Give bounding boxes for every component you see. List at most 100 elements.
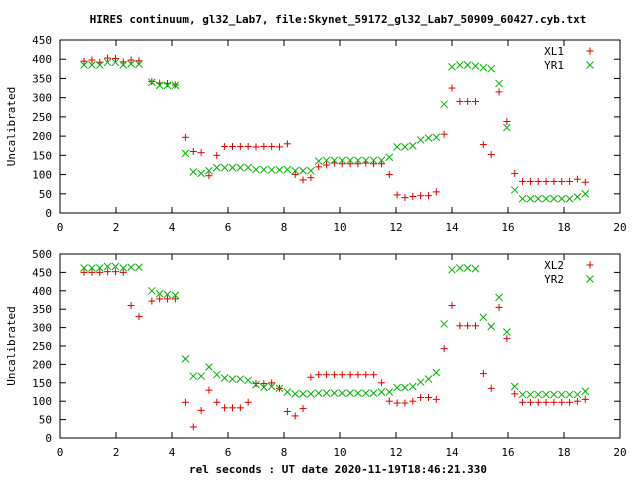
- data-point: [346, 156, 354, 165]
- x-tick-label: 4: [169, 446, 176, 459]
- data-point: [307, 373, 315, 381]
- data-point: [565, 390, 574, 399]
- data-point: [503, 123, 511, 132]
- data-point: [275, 384, 284, 393]
- data-point: [472, 98, 480, 106]
- data-point: [197, 406, 205, 414]
- data-point: [163, 290, 172, 299]
- data-point: [228, 142, 236, 150]
- x-tick-label: 0: [57, 221, 64, 234]
- data-point: [534, 194, 543, 203]
- plot-frame: [59, 39, 621, 214]
- data-point: [236, 375, 245, 383]
- data-point: [127, 263, 135, 272]
- data-point: [314, 389, 323, 397]
- data-point: [510, 186, 519, 194]
- data-point: [103, 262, 112, 271]
- y-tick-label: 350: [32, 303, 52, 316]
- data-point: [338, 389, 347, 397]
- data-point: [147, 286, 156, 295]
- data-point: [95, 61, 104, 69]
- data-point: [111, 58, 120, 67]
- data-point: [362, 371, 370, 379]
- data-point: [299, 405, 307, 413]
- data-point: [189, 168, 198, 176]
- data-point: [377, 379, 385, 387]
- data-point: [471, 62, 480, 70]
- data-point: [80, 57, 88, 65]
- data-point: [479, 141, 487, 149]
- data-point: [268, 142, 276, 150]
- data-point: [487, 322, 496, 331]
- data-point: [432, 395, 440, 403]
- data-point: [354, 371, 362, 379]
- data-point: [370, 371, 378, 379]
- data-point: [464, 98, 472, 106]
- data-point: [354, 389, 362, 397]
- data-point: [393, 143, 401, 151]
- top-panel: 0 2 4 6 8 10 12 14 16 18 2005010015020025030035040…: [5, 34, 627, 234]
- data-point: [519, 398, 527, 406]
- data-point: [377, 156, 386, 165]
- data-point: [228, 375, 237, 383]
- data-point: [103, 58, 112, 67]
- data-point: [80, 268, 88, 276]
- data-point: [119, 264, 128, 272]
- y-tick-label: 50: [39, 188, 52, 201]
- data-point: [455, 264, 464, 272]
- data-point: [479, 370, 487, 378]
- x-tick-label: 2: [113, 446, 120, 459]
- data-point: [307, 166, 315, 175]
- data-point: [252, 143, 260, 151]
- data-point: [299, 166, 307, 175]
- data-point: [267, 382, 276, 391]
- data-point: [346, 160, 354, 168]
- y-tick-label: 250: [32, 111, 52, 124]
- data-point: [573, 192, 582, 201]
- y-tick-label: 450: [32, 266, 52, 279]
- data-point: [565, 194, 574, 203]
- legend-marker: [586, 47, 594, 55]
- data-point: [550, 390, 558, 399]
- data-point: [393, 191, 401, 199]
- data-point: [370, 160, 378, 168]
- y-tick-label: 300: [32, 322, 52, 335]
- y-tick-label: 0: [45, 207, 52, 220]
- data-point: [197, 372, 205, 381]
- data-point: [534, 177, 542, 185]
- data-point: [330, 371, 338, 379]
- data-point: [80, 264, 88, 272]
- data-point: [299, 389, 307, 398]
- x-tick-label: 14: [445, 446, 459, 459]
- x-tick-label: 16: [501, 446, 514, 459]
- data-point: [581, 387, 590, 396]
- y-tick-label: 300: [32, 92, 52, 105]
- data-point: [181, 398, 189, 406]
- data-point: [440, 320, 449, 328]
- y-tick-label: 400: [32, 53, 52, 66]
- data-point: [205, 363, 213, 371]
- data-point: [212, 163, 221, 172]
- data-point: [260, 380, 268, 388]
- data-point: [346, 389, 354, 397]
- data-point: [408, 382, 417, 391]
- data-point: [573, 390, 582, 399]
- data-point: [164, 295, 172, 303]
- data-point: [181, 355, 190, 363]
- data-point: [354, 160, 362, 168]
- x-tick-label: 6: [225, 446, 232, 459]
- data-point: [135, 57, 143, 65]
- data-point: [385, 397, 393, 405]
- data-point: [88, 56, 96, 64]
- data-point: [455, 61, 464, 69]
- data-point: [104, 54, 112, 62]
- data-point: [369, 156, 378, 165]
- data-point: [156, 295, 164, 303]
- y-tick-label: 250: [32, 340, 52, 353]
- data-point: [424, 394, 432, 402]
- data-point: [213, 151, 221, 159]
- data-point: [147, 78, 156, 87]
- data-point: [385, 388, 394, 396]
- data-point: [417, 394, 425, 402]
- data-point: [385, 171, 393, 179]
